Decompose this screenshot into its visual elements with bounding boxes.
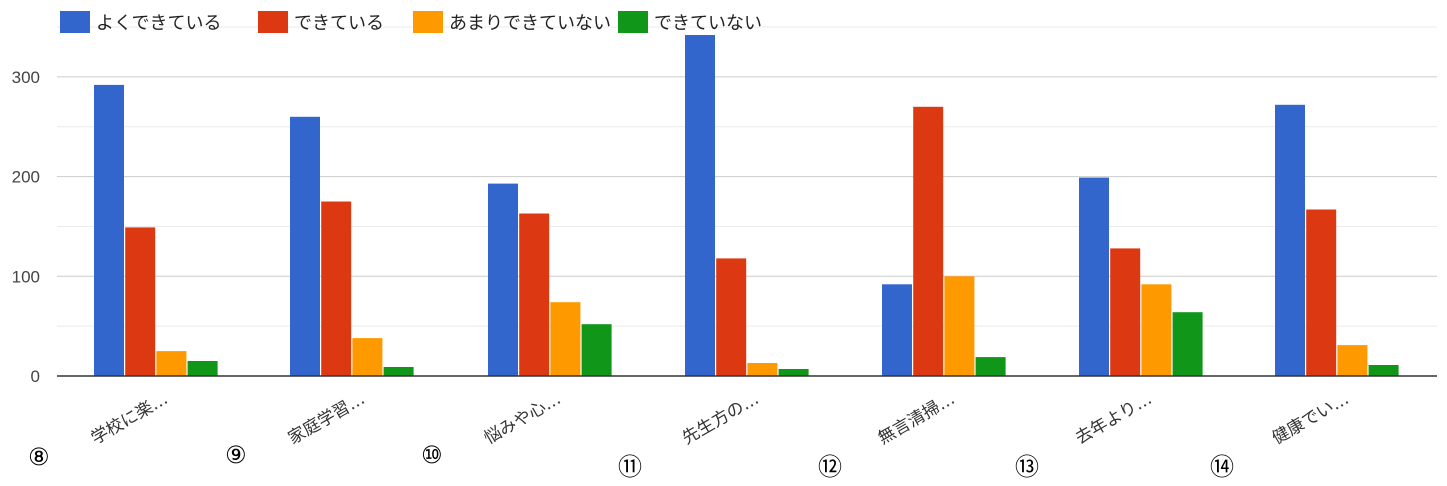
x-tick-label: 家庭学習… xyxy=(285,389,369,449)
legend-swatch xyxy=(60,11,90,33)
legend-swatch xyxy=(413,11,443,33)
legend-label: あまりできていない xyxy=(449,13,611,34)
category-marker: ⑧ xyxy=(28,443,50,471)
category-marker: ⑫ xyxy=(818,453,842,481)
bar-あまりできていない-6 xyxy=(1337,345,1368,376)
bar-よくできている-0 xyxy=(94,84,124,377)
bar-できていない-2 xyxy=(581,324,612,376)
bar-できている-1 xyxy=(321,201,352,376)
bar-よくできている-4 xyxy=(882,284,912,376)
x-tick-label: 悩みや心… xyxy=(481,389,565,449)
bar-あまりできていない-1 xyxy=(352,338,383,376)
bar-できている-5 xyxy=(1110,248,1141,376)
gridlines xyxy=(57,26,1437,327)
category-marker: ⑨ xyxy=(225,441,247,469)
bar-できていない-4 xyxy=(975,357,1006,376)
x-tick-label: 健康でい… xyxy=(1269,389,1353,449)
bar-できていない-3 xyxy=(778,369,809,376)
y-axis: 0 100 200 300 xyxy=(12,68,40,386)
bar-できていない-0 xyxy=(187,361,218,376)
category-marker: ⑬ xyxy=(1015,453,1039,481)
category-marker: ⑪ xyxy=(618,453,642,481)
bar-できている-3 xyxy=(716,258,747,376)
category-marker: ⑩ xyxy=(421,441,443,469)
x-axis-labels: 学校に楽… 家庭学習… 悩みや心… 先生方の… 無言清掃… 去年より… 健康でい… xyxy=(88,389,1353,449)
x-tick-label: 無言清掃… xyxy=(875,389,959,449)
x-tick-label: 学校に楽… xyxy=(88,389,172,449)
y-tick-label: 100 xyxy=(12,267,40,286)
bar-あまりできていない-4 xyxy=(944,276,975,376)
legend-label: よくできている xyxy=(96,13,221,34)
x-tick-label: 先生方の… xyxy=(679,389,763,449)
bar-よくできている-2 xyxy=(488,183,518,376)
legend-swatch xyxy=(618,11,648,33)
legend: よくできている できている あまりできていない できていない xyxy=(60,11,762,34)
y-tick-label: 300 xyxy=(12,68,40,87)
bar-できている-6 xyxy=(1306,209,1337,376)
legend-label: できている xyxy=(294,13,384,34)
bar-あまりできていない-3 xyxy=(747,363,778,376)
bar-あまりできていない-2 xyxy=(550,302,581,376)
bar-できている-0 xyxy=(125,227,156,376)
bar-よくできている-3 xyxy=(685,35,715,376)
bar-あまりできていない-5 xyxy=(1141,284,1172,376)
bar-よくできている-6 xyxy=(1275,104,1305,377)
legend-label: できていない xyxy=(654,13,762,34)
bar-できている-4 xyxy=(913,106,944,377)
bar-あまりできていない-0 xyxy=(156,351,187,376)
legend-swatch xyxy=(258,11,288,33)
bar-よくできている-5 xyxy=(1079,177,1109,376)
y-tick-label: 200 xyxy=(12,168,40,187)
x-tick-label: 去年より… xyxy=(1072,389,1155,449)
bar-できている-2 xyxy=(519,213,550,376)
bars xyxy=(94,35,1399,377)
bar-できていない-5 xyxy=(1172,312,1203,376)
category-marker: ⑭ xyxy=(1210,453,1234,481)
bar-よくできている-1 xyxy=(290,116,320,377)
bar-できていない-1 xyxy=(383,367,414,376)
y-tick-label: 0 xyxy=(31,367,40,386)
bar-できていない-6 xyxy=(1368,365,1399,376)
